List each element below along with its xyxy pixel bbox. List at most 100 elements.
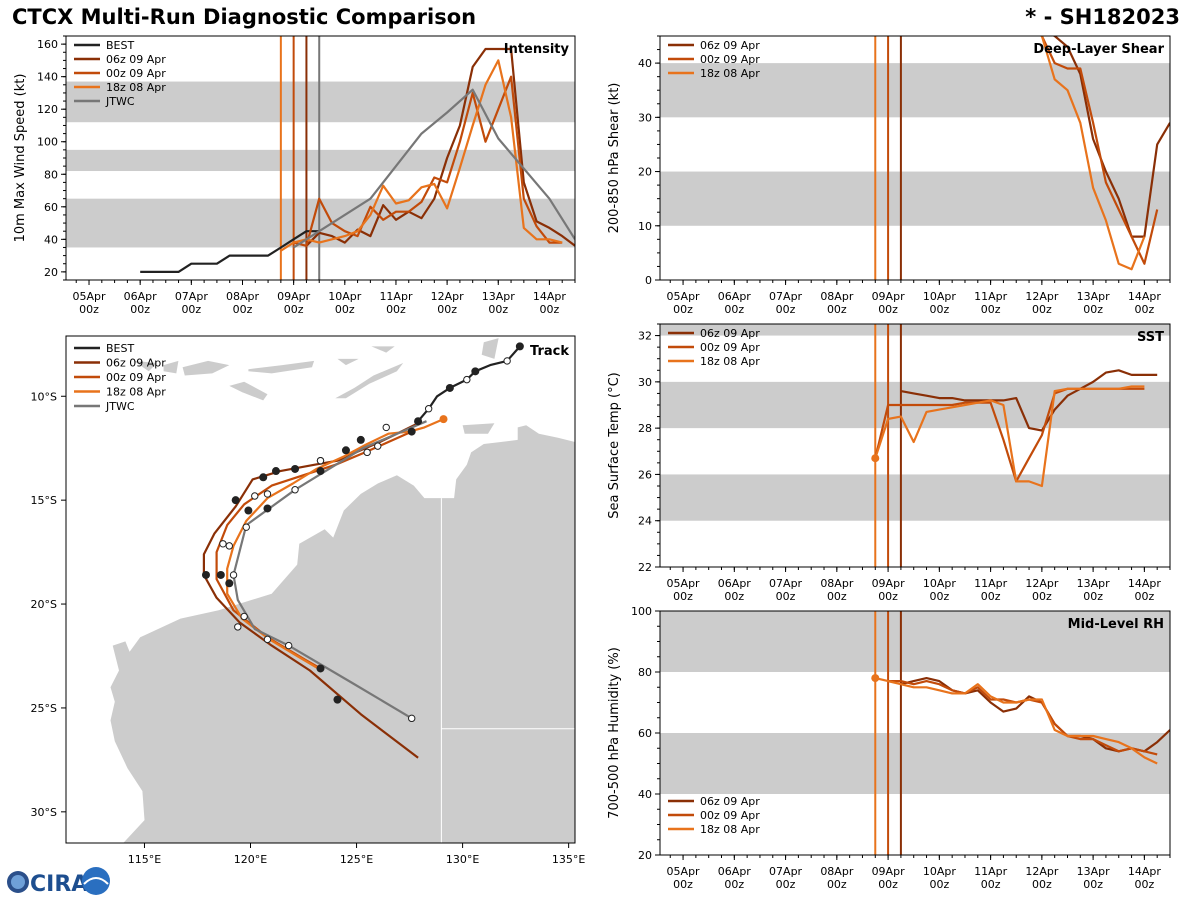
- track-ytick-label: 30°S: [31, 806, 57, 819]
- sumbawa-land: [182, 360, 230, 376]
- intensity-legend-label: JTWC: [105, 95, 135, 108]
- rh-start-marker: [871, 674, 880, 683]
- track-point: [471, 367, 480, 376]
- track-point: [271, 467, 280, 476]
- track-point: [463, 375, 471, 384]
- rh-series-line: [875, 677, 1158, 765]
- sst-xtick-label: 07Apr: [769, 577, 803, 590]
- rh-xtick-label: 12Apr: [1025, 865, 1059, 878]
- intensity-xtick-label: 13Apr: [482, 290, 516, 303]
- sst-xtick-label: 06Apr: [718, 577, 752, 590]
- intensity-legend-label: 06z 09 Apr: [106, 53, 166, 66]
- track-point: [316, 664, 325, 673]
- intensity-ylabel: 10m Max Wind Speed (kt): [13, 74, 28, 243]
- rh-xtick-label: 06Apr: [718, 865, 752, 878]
- rh-xtick-label: 00z: [776, 878, 796, 891]
- rh-xtick-label: 00z: [673, 878, 693, 891]
- track-point: [251, 492, 259, 500]
- shear-ytick-label: 0: [645, 274, 652, 287]
- track-point: [259, 473, 268, 482]
- timor-land: [335, 363, 404, 399]
- sst-legend-label: 18z 08 Apr: [700, 355, 760, 368]
- intensity-xtick-label: 00z: [181, 303, 201, 316]
- intensity-legend-label: 18z 08 Apr: [106, 81, 166, 94]
- rh-xtick-label: 09Apr: [872, 865, 906, 878]
- track-xtick-label: 130°E: [446, 853, 479, 866]
- shear-xtick-label: 06Apr: [718, 290, 752, 303]
- sst-xtick-label: 00z: [776, 590, 796, 603]
- intensity-xtick-label: 07Apr: [175, 290, 209, 303]
- sst-xtick-label: 00z: [878, 590, 898, 603]
- shear-band-0: [660, 171, 1170, 226]
- logo-badge-icon: [82, 867, 110, 895]
- track-point: [284, 641, 293, 650]
- intensity-xtick-label: 12Apr: [431, 290, 465, 303]
- shear-xtick-label: 00z: [776, 303, 796, 316]
- track-legend-label: 18z 08 Apr: [106, 386, 166, 399]
- intensity-xtick-label: 00z: [79, 303, 99, 316]
- alor-land: [337, 358, 359, 366]
- shear-xtick-label: 00z: [878, 303, 898, 316]
- sst-band-0: [660, 474, 1170, 521]
- track-line: [232, 420, 427, 720]
- intensity-xtick-label: 09Apr: [277, 290, 311, 303]
- track-point: [225, 579, 234, 588]
- shear-ytick-label: 10: [638, 220, 652, 233]
- shear-xtick-label: 14Apr: [1128, 290, 1162, 303]
- track-point: [291, 486, 299, 494]
- storm-id: * - SH182023: [1025, 5, 1180, 29]
- track-xtick-label: 115°E: [128, 853, 161, 866]
- track-point: [229, 571, 238, 579]
- wetar-land: [371, 346, 395, 353]
- sst-xtick-label: 05Apr: [667, 577, 701, 590]
- bali-land: [133, 360, 158, 372]
- intensity-series-line: [280, 59, 563, 252]
- track-point: [219, 540, 227, 548]
- shear-xtick-label: 00z: [1083, 303, 1103, 316]
- rh-ylabel: 700-500 hPa Humidity (%): [607, 647, 622, 819]
- intensity-xtick-label: 00z: [130, 303, 150, 316]
- track-point: [244, 506, 253, 515]
- shear-xtick-label: 07Apr: [769, 290, 803, 303]
- rh-xtick-label: 07Apr: [769, 865, 803, 878]
- shear-xtick-label: 00z: [724, 303, 744, 316]
- sst-frame: [659, 323, 1171, 568]
- intensity-xtick-label: 00z: [488, 303, 508, 316]
- intensity-xtick-label: 00z: [335, 303, 355, 316]
- shear-xtick-label: 13Apr: [1077, 290, 1111, 303]
- track-point: [341, 446, 350, 455]
- sst-xtick-label: 14Apr: [1128, 577, 1162, 590]
- intensity-xtick-label: 14Apr: [533, 290, 567, 303]
- intensity-plot-area: [66, 36, 575, 280]
- shear-ytick-label: 20: [638, 166, 652, 179]
- rh-ytick-label: 80: [638, 666, 652, 679]
- shear-title: Deep-Layer Shear: [1033, 42, 1164, 57]
- sst-plot-area: [660, 324, 1170, 567]
- australia-land: [110, 425, 575, 843]
- sst-ylabel: Sea Surface Temp (°C): [607, 372, 622, 519]
- intensity-xtick-label: 10Apr: [328, 290, 362, 303]
- sst-xtick-label: 00z: [1032, 590, 1052, 603]
- track-point: [439, 415, 448, 424]
- intensity-ytick-label: 80: [44, 168, 58, 181]
- sumba-land: [229, 381, 268, 401]
- intensity-series-line: [140, 230, 320, 273]
- lombok-land: [163, 360, 179, 374]
- track-frame: [65, 335, 576, 844]
- track-point: [363, 448, 371, 457]
- rh-xtick-label: 00z: [1134, 878, 1154, 891]
- track-legend-label: JTWC: [105, 400, 135, 413]
- track-point: [240, 612, 248, 621]
- track-point: [242, 523, 250, 531]
- shear-series-line: [1051, 36, 1170, 238]
- sst-series-line: [874, 385, 1145, 488]
- intensity-xtick-label: 00z: [540, 303, 560, 316]
- rh-ytick-label: 40: [638, 788, 652, 801]
- sst-xtick-label: 00z: [1134, 590, 1154, 603]
- track-legend-label: 06z 09 Apr: [106, 357, 166, 370]
- track-point: [231, 496, 240, 505]
- sst-xtick-label: 13Apr: [1077, 577, 1111, 590]
- intensity-ytick-label: 140: [37, 71, 58, 84]
